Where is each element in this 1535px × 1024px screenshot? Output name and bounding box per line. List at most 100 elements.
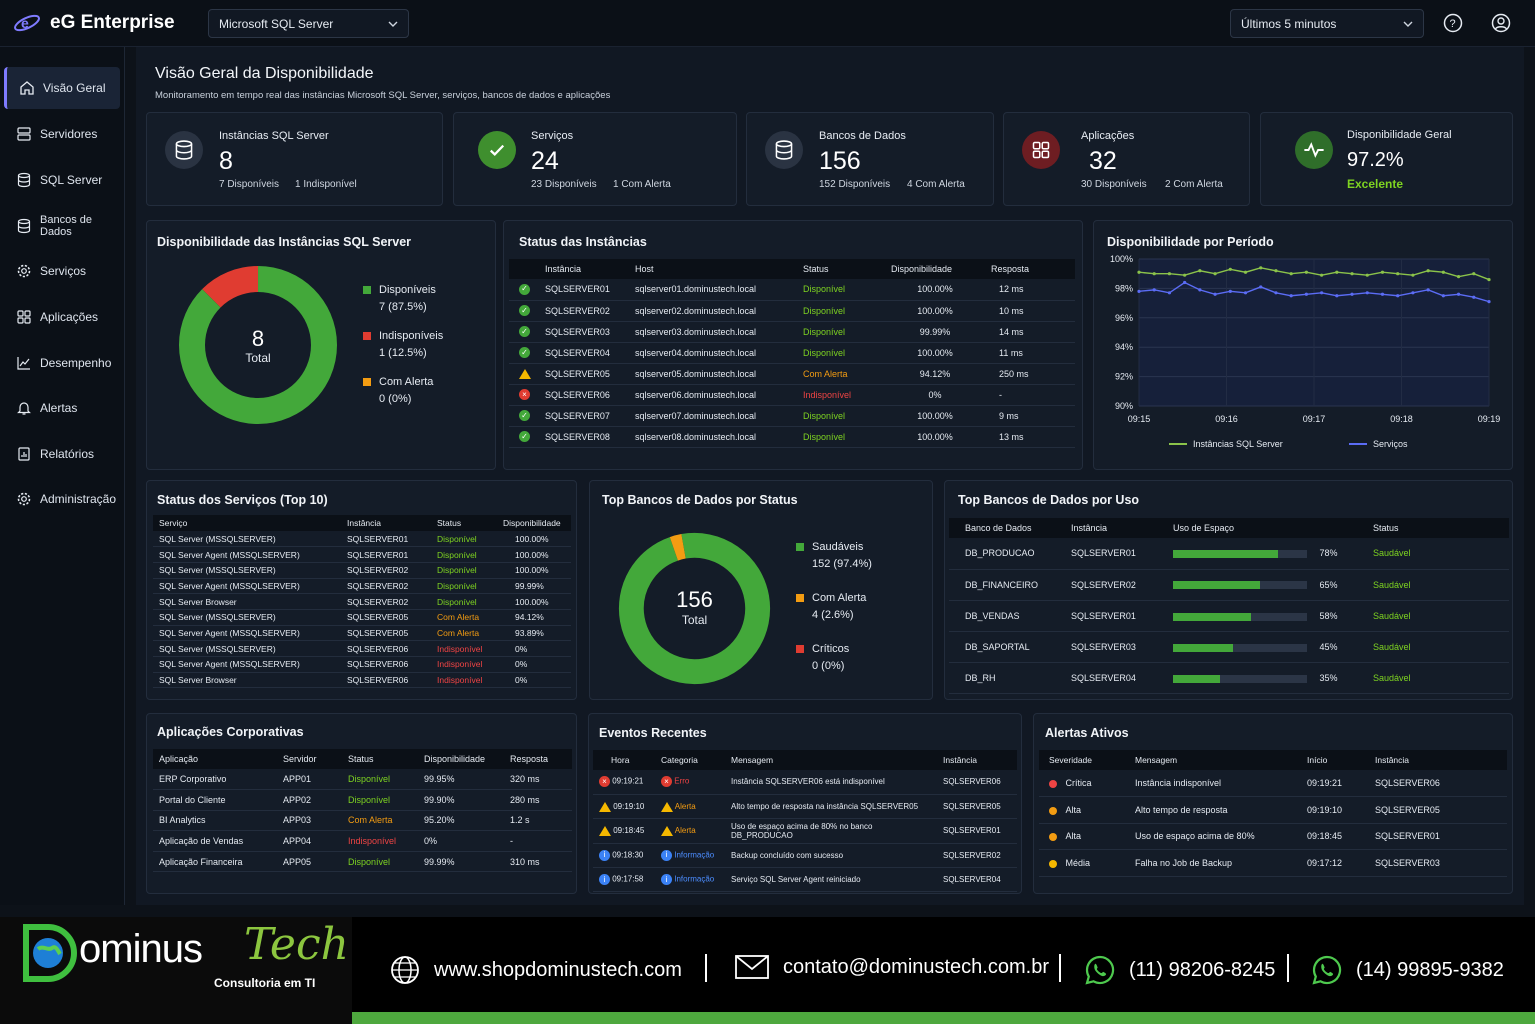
table-row[interactable]: SQL Server (MSSQLSERVER) SQLSERVER05 Com A… (153, 609, 571, 626)
brand-block: ominus Tech Consultoria em TI (0, 917, 352, 1024)
kpi-value: 8 (219, 147, 233, 175)
table-row[interactable]: SQL Server (MSSQLSERVER) SQLSERVER01 Dispo… (153, 531, 571, 548)
data-point (1320, 291, 1324, 295)
kpi-sub-status: 2 Com Alerta (1165, 179, 1223, 190)
kpi-card-instances[interactable]: Instâncias SQL Server 8 7 Disponíveis 1 … (146, 112, 443, 206)
kpi-card-databases[interactable]: Bancos de Dados 156 152 Disponíveis 4 Co… (746, 112, 994, 206)
table-row[interactable]: DB_VENDAS SQLSERVER01 58% Saudável (949, 600, 1509, 633)
data-point (1456, 275, 1461, 279)
sidebar-item-bancos-de-dados[interactable]: Bancos de Dados (4, 205, 120, 247)
email-link[interactable]: contato@dominustech.com.br (735, 955, 1049, 979)
kpi-card-applications[interactable]: Aplicações 32 30 Disponíveis 2 Com Alert… (1003, 112, 1250, 206)
sidebar-item-administracao[interactable]: Administração (4, 478, 120, 520)
table-row[interactable]: 09:18:45 Alerta Uso de espaço acima de 80… (593, 818, 1017, 844)
table-row[interactable]: SQLSERVER05 sqlserver05.dominustech.local… (509, 363, 1075, 385)
event-category: Alerta (674, 826, 696, 836)
server-type-select[interactable]: Microsoft SQL Server (208, 9, 409, 38)
table-row[interactable]: ✓ SQLSERVER08 sqlserver08.dominustech.loca… (509, 426, 1075, 448)
table-row[interactable]: Aplicação Financeira APP05 Disponível 99.99… (153, 851, 572, 873)
alert-severity: Crítica (1065, 778, 1092, 789)
table-row[interactable]: × SQLSERVER06 sqlserver06.dominustech.loca… (509, 384, 1075, 406)
warning-icon (661, 825, 673, 836)
sidebar-item-alertas[interactable]: Alertas (4, 387, 120, 429)
sidebar-item-aplicacoes[interactable]: Aplicações (4, 296, 120, 338)
time-range-select[interactable]: Últimos 5 minutos (1230, 9, 1424, 38)
table-row[interactable]: SQL Server Browser SQLSERVER06 Indisponíve… (153, 672, 571, 689)
table-row[interactable]: i 09:17:58 i Informação Serviço SQL Server… (593, 867, 1017, 893)
table-row[interactable]: DB_RH SQLSERVER04 35% Saudável (949, 662, 1509, 695)
svg-text:?: ? (1450, 18, 1456, 30)
donut-slice-1[interactable] (618, 532, 771, 685)
sidebar-item-relatorios[interactable]: Relatórios (4, 433, 120, 475)
app-status: Disponível (342, 789, 418, 811)
data-point (1350, 292, 1354, 296)
table-row[interactable]: Alta Uso de espaço acima de 80% 09:18:45 SQ… (1039, 823, 1507, 851)
sidebar-item-label: Servidores (40, 127, 98, 141)
table-row[interactable]: DB_FINANCEIRO SQLSERVER02 65% Saudável (949, 569, 1509, 601)
website-link[interactable]: www.shopdominustech.com (390, 955, 682, 985)
service-instance: SQLSERVER06 (341, 672, 431, 689)
table-header: Host (629, 259, 797, 279)
x-tick-label: 09:15 (1128, 414, 1151, 424)
data-point (1137, 289, 1141, 293)
table-row[interactable]: SQL Server Browser SQLSERVER02 Disponível 1… (153, 593, 571, 610)
table-row[interactable]: ERP Corporativo APP01 Disponível 99.95% 320 … (153, 769, 572, 791)
table-row[interactable]: DB_SAPORTAL SQLSERVER03 45% Saudável (949, 631, 1509, 664)
event-instance: SQLSERVER06 (937, 770, 1017, 795)
table-row[interactable]: i 09:18:30 i Informação Backup concluído c… (593, 843, 1017, 869)
legend-swatch (796, 543, 804, 552)
table-row[interactable]: Média Falha no Job de Backup 09:17:12 SQLSE… (1039, 849, 1507, 877)
db-donut-chart (618, 532, 771, 685)
service-status: Disponível (431, 593, 497, 610)
user-account-icon[interactable] (1490, 12, 1512, 34)
event-time: 09:18:45 (613, 826, 645, 836)
instance-name: SQLSERVER01 (539, 279, 629, 301)
table-row[interactable]: SQL Server Agent (MSSQLSERVER) SQLSERVER0… (153, 656, 571, 673)
table-row[interactable]: SQL Server Agent (MSSQLSERVER) SQLSERVER0… (153, 625, 571, 642)
table-row[interactable]: BI Analytics APP03 Com Alerta 95.20% 1.2 s (153, 810, 572, 832)
legend-label: Críticos (812, 643, 850, 655)
usage-percent: 45% (1319, 642, 1338, 653)
sidebar-item-visao-geral[interactable]: Visão Geral (4, 67, 120, 109)
data-point (1289, 272, 1293, 276)
app-server: APP01 (277, 769, 342, 791)
phone-link-1[interactable]: (11) 98206-8245 (1085, 955, 1275, 985)
usage-bar (1173, 581, 1307, 590)
table-row[interactable]: Alta Alto tempo de resposta 09:19:10 SQLSER… (1039, 796, 1507, 824)
app-logo[interactable]: e eG Enterprise (12, 10, 175, 36)
data-point (1426, 288, 1430, 292)
data-point (1243, 291, 1248, 295)
alert-start: 09:18:45 (1301, 823, 1369, 851)
sidebar-item-sql-server[interactable]: SQL Server (4, 159, 120, 201)
kpi-card-services[interactable]: Serviços 24 23 Disponíveis 1 Com Alerta (453, 112, 737, 206)
instance-response: 250 ms (985, 363, 1075, 385)
table-row[interactable]: ✓ SQLSERVER07 sqlserver07.dominustech.loca… (509, 405, 1075, 427)
data-point (1472, 272, 1476, 276)
table-row[interactable]: ✓ SQLSERVER01 sqlserver01.dominustech.loca… (509, 279, 1075, 301)
table-row[interactable]: DB_PRODUCAO SQLSERVER01 78% Saudável (949, 538, 1509, 570)
sidebar-item-servicos[interactable]: Serviços (4, 250, 120, 292)
sidebar-item-desempenho[interactable]: Desempenho (4, 342, 120, 384)
donut-slice-1[interactable] (165, 252, 352, 439)
phone-link-2[interactable]: (14) 99895-9382 (1312, 955, 1504, 985)
table-row[interactable]: SQL Server (MSSQLSERVER) SQLSERVER02 Dispo… (153, 562, 571, 579)
table-row[interactable]: SQL Server (MSSQLSERVER) SQLSERVER06 Indis… (153, 640, 571, 657)
service-status: Disponível (431, 562, 497, 579)
table-row[interactable]: 09:19:10 Alerta Alto tempo de resposta na… (593, 794, 1017, 820)
table-row[interactable]: Aplicação de Vendas APP04 Indisponível 0% - (153, 830, 572, 852)
db-instance: SQLSERVER04 (1065, 662, 1167, 695)
card-title: Alertas Ativos (1045, 726, 1129, 740)
table-row[interactable]: ✓ SQLSERVER02 sqlserver02.dominustech.loca… (509, 300, 1075, 322)
table-row[interactable]: ✓ SQLSERVER04 sqlserver04.dominustech.loca… (509, 342, 1075, 364)
table-row[interactable]: SQL Server Agent (MSSQLSERVER) SQLSERVER0… (153, 578, 571, 595)
table-row[interactable]: SQL Server Agent (MSSQLSERVER) SQLSERVER0… (153, 546, 571, 563)
table-row[interactable]: Portal do Cliente APP02 Disponível 99.90% 28… (153, 789, 572, 811)
table-row[interactable]: ✓ SQLSERVER03 sqlserver03.dominustech.loca… (509, 321, 1075, 343)
legend-item: Com Alerta 4 (2.6%) (796, 590, 866, 624)
table-row[interactable]: Crítica Instância indisponível 09:19:21 SQL… (1039, 770, 1507, 798)
sidebar-item-servidores[interactable]: Servidores (4, 113, 120, 155)
kpi-card-overall-availability[interactable]: Disponibilidade Geral 97.2% Excelente (1260, 112, 1513, 206)
help-icon[interactable]: ? (1442, 12, 1464, 34)
table-row[interactable]: × 09:19:21 × Erro Instância SQLSERVER06 es… (593, 770, 1017, 795)
alert-instance: SQLSERVER06 (1369, 770, 1507, 798)
